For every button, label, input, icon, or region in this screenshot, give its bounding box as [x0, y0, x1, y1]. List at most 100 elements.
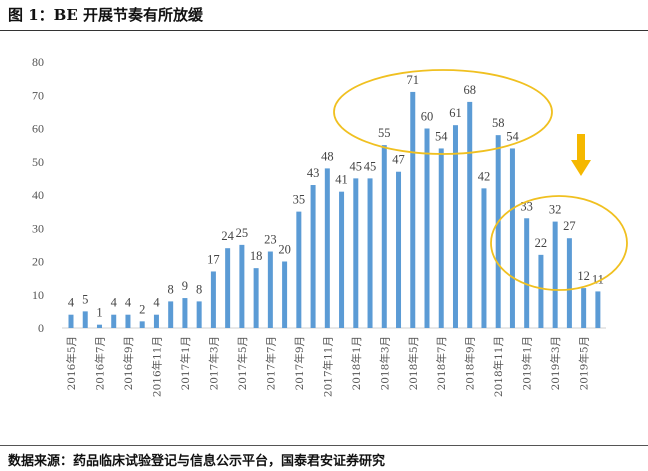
y-axis: 0 10 20 30 40 50 60 70 80: [32, 55, 44, 335]
x-tick-label: 2017年1月: [179, 336, 192, 390]
figure-title: 图 1：BE 开展节奏有所放缓: [8, 6, 203, 24]
bar: [410, 91, 416, 328]
x-tick-label: 2016年5月: [65, 336, 78, 390]
bar: [139, 321, 145, 328]
data-label: 25: [236, 226, 249, 240]
bar: [467, 101, 473, 329]
bar: [581, 288, 587, 328]
bar: [182, 298, 188, 328]
data-label: 4: [153, 296, 160, 310]
bar: [153, 314, 159, 328]
bars: [68, 91, 601, 329]
bar: [481, 188, 487, 328]
y-tick-label: 30: [32, 221, 44, 235]
data-label: 24: [221, 229, 234, 243]
bar: [509, 148, 515, 328]
data-label: 61: [449, 106, 462, 120]
bar: [225, 248, 231, 328]
data-label: 41: [335, 173, 348, 187]
data-label: 2: [139, 302, 145, 316]
bar: [495, 135, 501, 328]
x-tick-label: 2018年3月: [378, 336, 391, 390]
x-tick-label: 2018年1月: [350, 336, 363, 390]
y-tick-label: 0: [38, 321, 44, 335]
bar: [210, 271, 216, 328]
bar: [68, 314, 74, 328]
x-tick-label: 2017年3月: [207, 336, 220, 390]
bar: [96, 324, 102, 328]
data-label: 54: [435, 129, 448, 143]
data-label: 4: [68, 296, 75, 310]
bar: [452, 125, 458, 328]
x-axis-labels: 2016年5月 2016年7月 2016年9月 2016年11月 2017年1月 2017…: [65, 336, 591, 397]
data-label: 43: [307, 166, 320, 180]
bar: [353, 178, 359, 328]
data-label: 18: [250, 249, 263, 263]
x-tick-label: 2016年11月: [150, 336, 163, 397]
bar: [566, 238, 572, 328]
x-tick-label: 2019年5月: [578, 336, 591, 390]
bar: [267, 251, 273, 328]
x-tick-label: 2018年5月: [407, 336, 420, 390]
data-label: 22: [535, 236, 548, 250]
bar: [196, 301, 202, 328]
data-label: 32: [549, 203, 562, 217]
data-label: 54: [506, 129, 519, 143]
peak-highlight-ellipse: [333, 69, 553, 155]
data-label: 5: [82, 292, 88, 306]
bar: [396, 171, 402, 328]
bar: [296, 211, 302, 328]
bar: [239, 244, 245, 328]
down-arrow-icon: [571, 134, 591, 176]
bottom-divider: [0, 445, 648, 446]
bar: [367, 178, 373, 328]
data-label: 8: [196, 282, 202, 296]
data-label: 23: [264, 233, 277, 247]
x-tick-label: 2018年7月: [435, 336, 448, 390]
bar: [552, 221, 558, 328]
y-tick-label: 20: [32, 255, 44, 269]
bar: [438, 148, 444, 328]
top-divider: [0, 30, 648, 31]
y-tick-label: 10: [32, 288, 44, 302]
data-label: 8: [168, 282, 174, 296]
x-tick-label: 2019年3月: [549, 336, 562, 390]
bar: [595, 291, 601, 328]
bar: [125, 314, 131, 328]
x-tick-label: 2017年7月: [264, 336, 277, 390]
x-tick-label: 2018年9月: [464, 336, 477, 390]
data-source: 数据来源：药品临床试验登记与信息公示平台，国泰君安证券研究: [8, 454, 386, 469]
data-label: 45: [364, 159, 377, 173]
data-label: 58: [492, 116, 505, 130]
y-tick-label: 60: [32, 122, 44, 136]
bar: [339, 191, 345, 328]
bar: [424, 128, 430, 328]
x-tick-label: 2018年11月: [492, 336, 505, 397]
y-tick-label: 50: [32, 155, 44, 169]
data-label: 17: [207, 252, 220, 266]
data-label: 4: [125, 296, 132, 310]
data-label: 20: [278, 243, 291, 257]
bar: [324, 168, 330, 328]
bar: [82, 311, 88, 328]
bar: [310, 185, 316, 328]
data-label: 45: [350, 159, 363, 173]
bar: [538, 254, 544, 328]
data-label: 35: [293, 193, 306, 207]
bar: [524, 218, 530, 328]
y-tick-label: 70: [32, 88, 44, 102]
x-tick-label: 2019年1月: [521, 336, 534, 390]
bar: [111, 314, 117, 328]
data-label: 55: [378, 126, 391, 140]
y-tick-label: 80: [32, 55, 44, 69]
y-tick-label: 40: [32, 188, 44, 202]
x-tick-label: 2017年11月: [321, 336, 334, 397]
data-label: 1: [96, 306, 102, 320]
data-label: 42: [478, 169, 491, 183]
data-label: 60: [421, 110, 434, 124]
data-label: 12: [577, 269, 590, 283]
data-label: 48: [321, 149, 334, 163]
data-label: 27: [563, 219, 576, 233]
bar: [381, 145, 387, 328]
